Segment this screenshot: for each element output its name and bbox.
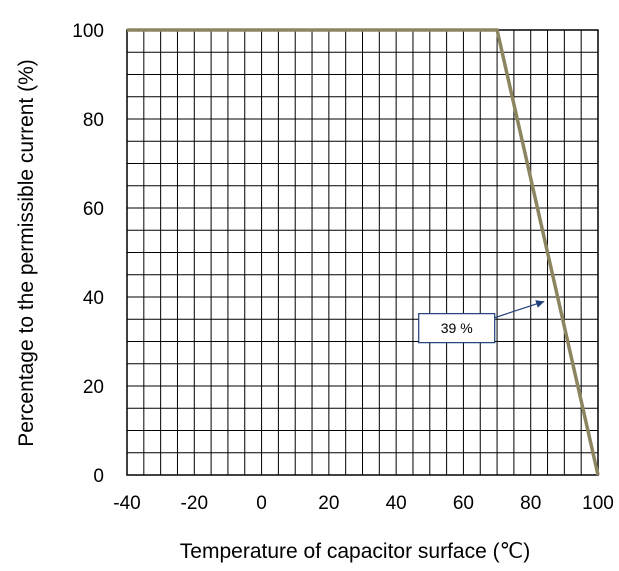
series-line — [127, 28, 600, 476]
y-tick-label: 80 — [83, 110, 104, 131]
y-tick-label: 40 — [83, 288, 104, 309]
x-tick-label: 40 — [386, 493, 407, 514]
y-tick-label: 60 — [83, 199, 104, 220]
annotation-arrow — [494, 300, 545, 319]
annotation-layer: 39 % — [418, 300, 545, 344]
series-layer — [127, 28, 600, 476]
y-axis-title: Percentage to the permissible current (%… — [15, 59, 38, 447]
tick-labels: -40 -20 0 20 40 60 80 100 0 20 40 60 80 100 — [72, 21, 614, 514]
y-tick-label: 20 — [83, 377, 104, 398]
x-tick-label: 0 — [256, 493, 267, 514]
y-tick-label: 100 — [72, 21, 104, 42]
x-tick-label: -40 — [113, 493, 140, 514]
x-tick-label: 20 — [318, 493, 339, 514]
grid — [127, 30, 598, 475]
annotation-box — [418, 313, 496, 344]
x-tick-label: 60 — [453, 493, 474, 514]
x-tick-label: 80 — [520, 493, 541, 514]
x-axis-title: Temperature of capacitor surface (℃) — [180, 540, 530, 563]
y-tick-label: 0 — [93, 466, 104, 487]
annotation-label: 39 % — [441, 320, 473, 336]
x-tick-label: -20 — [181, 493, 208, 514]
annotation-arrowhead — [535, 300, 545, 308]
x-tick-label: 100 — [582, 493, 614, 514]
